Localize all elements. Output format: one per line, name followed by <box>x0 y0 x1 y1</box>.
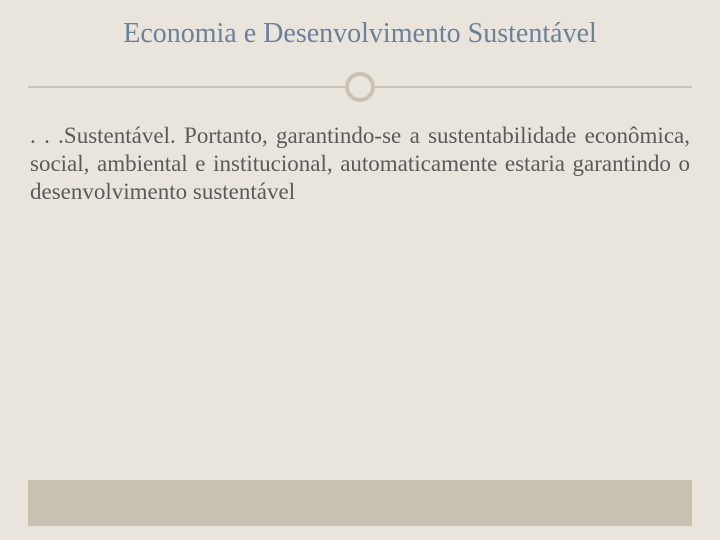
slide-title: Economia e Desenvolvimento Sustentável <box>28 18 692 50</box>
bottom-band <box>28 480 692 526</box>
divider <box>28 72 692 102</box>
slide-body: . . .Sustentável. Portanto, garantindo-s… <box>28 122 692 206</box>
slide: Economia e Desenvolvimento Sustentável .… <box>0 0 720 540</box>
divider-circle-icon <box>345 72 375 102</box>
